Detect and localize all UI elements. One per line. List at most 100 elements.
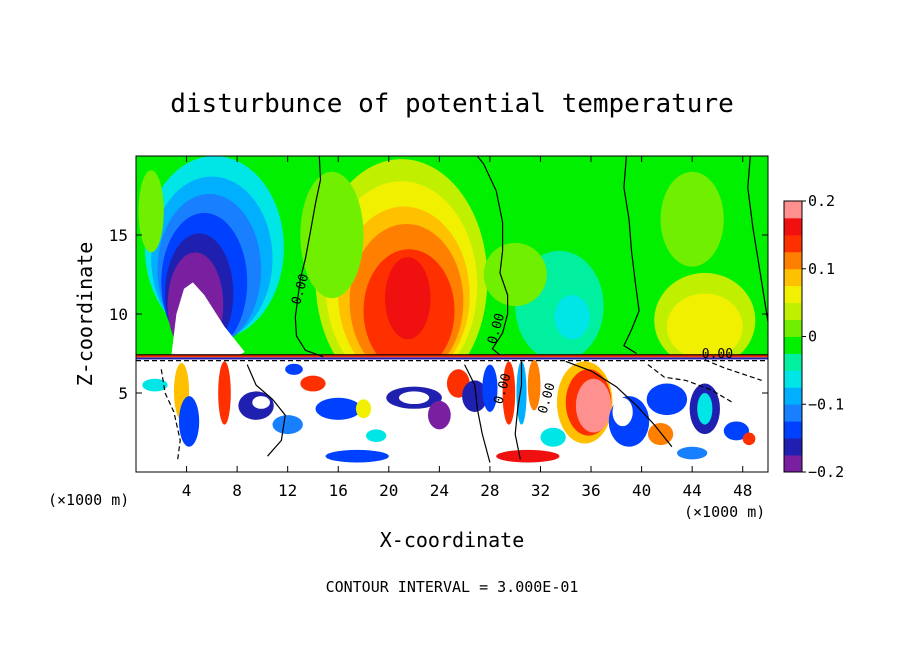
- colorbar-swatch: [784, 201, 802, 219]
- colorbar-swatch: [784, 319, 802, 337]
- colorbar-swatch: [784, 387, 802, 405]
- warm-anomaly: [660, 171, 724, 267]
- eddy-contour: [464, 364, 491, 463]
- zero-contour: [747, 156, 768, 322]
- x-tick-label: 20: [379, 481, 398, 500]
- x-tick-label: 16: [329, 481, 348, 500]
- turbulent-anomaly: [366, 429, 387, 442]
- turbulent-anomaly: [676, 446, 708, 460]
- eddy-contour: [246, 364, 286, 457]
- y-tick-label: 10: [109, 305, 128, 324]
- colorbar-tick-label: 0.2: [808, 192, 835, 210]
- colorbar-swatch: [784, 336, 802, 354]
- x-tick-label: 44: [683, 481, 702, 500]
- contour-label: 0.00: [702, 347, 733, 362]
- colorbar-tick-label: −0.1: [808, 395, 844, 413]
- chart-title: disturbunce of potential temperature: [170, 89, 734, 119]
- x-unit-label-right: (×1000 m): [684, 503, 765, 521]
- turbulent-anomaly: [300, 375, 326, 392]
- turbulent-anomaly: [252, 396, 270, 409]
- colorbar-swatch: [784, 370, 802, 388]
- x-tick-label: 24: [430, 481, 449, 500]
- colorbar: 0.2 0.1 0 −0.1 −0.2: [783, 192, 844, 481]
- turbulent-anomaly: [723, 421, 750, 441]
- colorbar-swatch: [784, 234, 802, 253]
- warm-anomaly: [385, 257, 431, 340]
- warm-anomaly: [138, 170, 164, 253]
- turbulent-anomaly: [496, 449, 560, 463]
- turbulent-anomaly: [612, 397, 633, 427]
- colorbar-tick-label: −0.2: [808, 463, 844, 481]
- turbulent-anomaly: [482, 364, 498, 412]
- x-tick-label: 8: [232, 481, 242, 500]
- warm-anomaly: [300, 171, 364, 299]
- x-tick-label: 28: [480, 481, 499, 500]
- colorbar-tick-label: 0: [808, 328, 817, 346]
- interface-band: [136, 357, 768, 360]
- x-tick-label: 48: [733, 481, 752, 500]
- turbulent-anomaly: [646, 383, 688, 416]
- cold-core: [171, 282, 245, 357]
- turbulent-anomaly: [178, 396, 200, 447]
- colorbar-swatch: [784, 404, 802, 422]
- x-tick-label: 36: [581, 481, 600, 500]
- eddy-contour: [160, 369, 181, 460]
- y-axis: 5 10 15: [109, 226, 768, 403]
- turbulent-anomaly: [285, 363, 303, 375]
- turbulent-anomaly: [218, 361, 231, 425]
- zero-contour: [476, 156, 509, 356]
- turbulent-anomaly: [398, 391, 430, 405]
- x-unit-label: (×1000 m): [48, 491, 129, 509]
- turbulent-anomaly: [355, 399, 372, 419]
- y-axis-title: Z-coordinate: [73, 242, 97, 387]
- contour-lines: [136, 156, 768, 463]
- colorbar-swatch: [784, 217, 802, 236]
- colorbar-swatch: [784, 353, 802, 371]
- turbulent-anomaly: [427, 400, 451, 430]
- turbulent-anomaly: [516, 361, 527, 425]
- warm-anomaly: [483, 242, 547, 307]
- plot-area: 0.000.000.000.00 0.00: [136, 156, 768, 472]
- eddy-contour: [647, 364, 733, 404]
- turbulent-anomaly: [527, 359, 541, 411]
- colorbar-swatch: [784, 285, 802, 304]
- y-tick-label: 5: [118, 384, 128, 403]
- turbulent-anomaly: [540, 427, 566, 447]
- colorbar-swatch: [784, 455, 802, 473]
- eddy-contour: [514, 361, 523, 460]
- eddy-contour: [704, 359, 762, 381]
- interface-band: [136, 354, 768, 358]
- colorbar-swatch: [784, 302, 802, 320]
- contour-interval-note: CONTOUR INTERVAL = 3.000E-01: [326, 578, 579, 596]
- turbulent-anomaly: [502, 361, 516, 425]
- x-axis: 4 8 12 16 20 24 28 32 36 40 44 48: [182, 156, 752, 500]
- y-tick-label: 15: [109, 226, 128, 245]
- colorbar-swatch: [784, 421, 802, 439]
- colorbar-swatch: [784, 251, 802, 270]
- lower-layer: [136, 355, 768, 472]
- turbulent-anomaly: [315, 397, 361, 420]
- turbulent-anomaly: [575, 378, 612, 433]
- turbulent-anomaly: [325, 449, 389, 463]
- colorbar-swatch: [784, 438, 802, 456]
- turbulent-anomaly: [272, 415, 303, 435]
- x-tick-label: 40: [632, 481, 651, 500]
- turbulent-anomaly: [142, 378, 168, 392]
- colorbar-tick-label: 0.1: [808, 260, 835, 278]
- x-tick-label: 32: [531, 481, 550, 500]
- turbulent-anomaly: [697, 393, 713, 425]
- x-axis-title: X-coordinate: [380, 528, 525, 552]
- cool-anomaly: [554, 295, 590, 340]
- eddy-contour: [565, 360, 673, 448]
- turbulent-anomaly: [462, 380, 488, 412]
- zero-contour: [623, 156, 640, 355]
- field-blobs: [136, 156, 768, 472]
- turbulent-anomaly: [647, 423, 674, 446]
- warm-anomaly: [666, 293, 743, 360]
- colorbar-swatch: [784, 268, 802, 287]
- x-tick-label: 4: [182, 481, 192, 500]
- x-tick-label: 12: [278, 481, 297, 500]
- zero-contour: [294, 156, 324, 358]
- turbulent-anomaly: [742, 432, 756, 446]
